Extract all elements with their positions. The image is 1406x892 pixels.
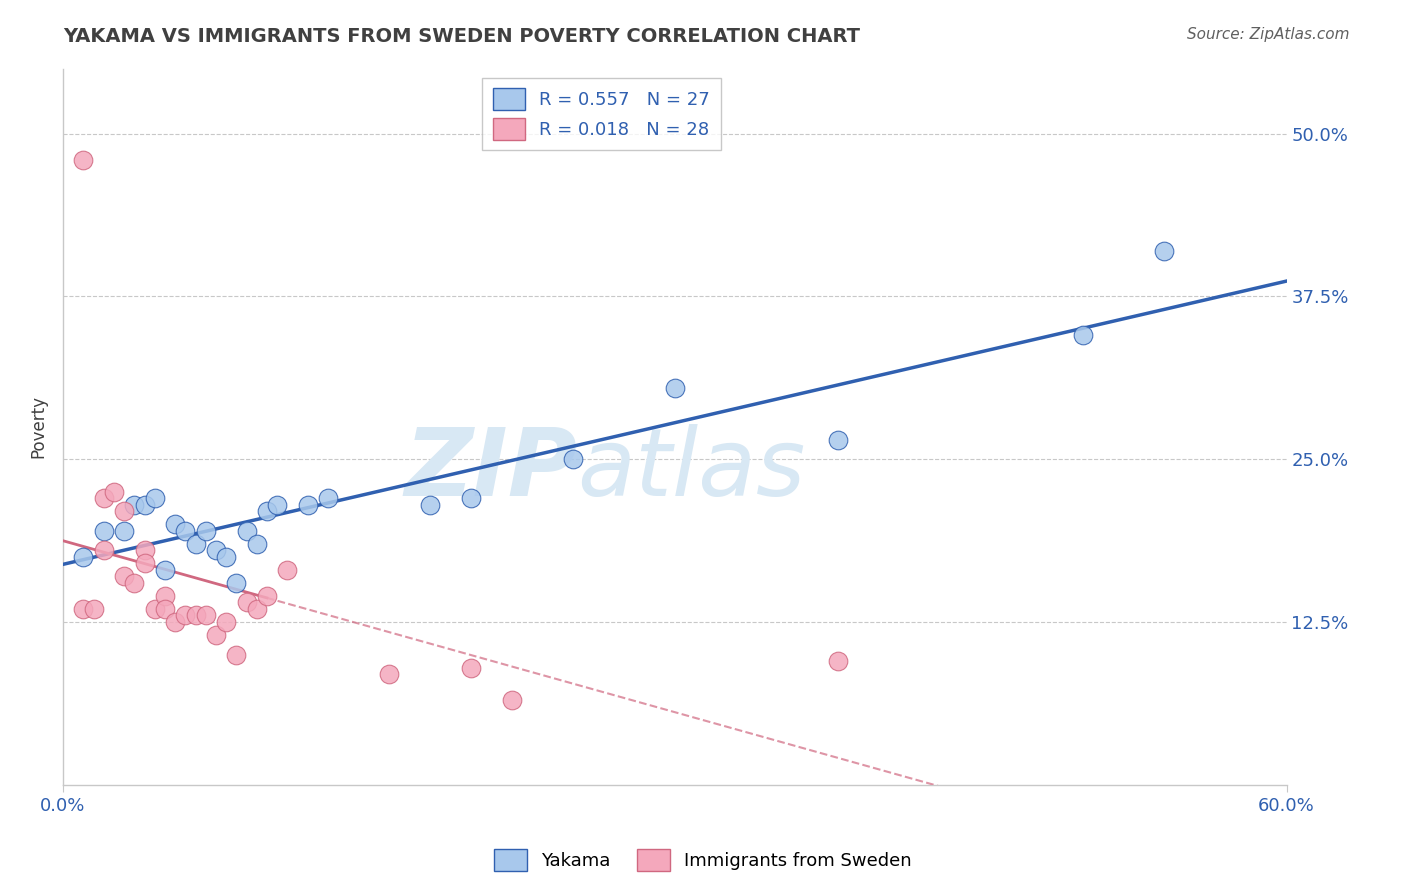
Point <box>460 660 482 674</box>
Point <box>124 498 146 512</box>
Point <box>143 491 166 506</box>
Point <box>103 484 125 499</box>
Point <box>174 608 197 623</box>
Point <box>153 589 176 603</box>
Point <box>93 543 115 558</box>
Point <box>174 524 197 538</box>
Point <box>246 602 269 616</box>
Text: ZIP: ZIP <box>404 424 576 516</box>
Point <box>266 498 288 512</box>
Point <box>112 504 135 518</box>
Point <box>225 575 247 590</box>
Point <box>276 563 298 577</box>
Point <box>153 602 176 616</box>
Point <box>72 602 94 616</box>
Y-axis label: Poverty: Poverty <box>30 395 46 458</box>
Point <box>184 537 207 551</box>
Point <box>256 589 278 603</box>
Point <box>72 549 94 564</box>
Point <box>124 575 146 590</box>
Point <box>246 537 269 551</box>
Point <box>205 628 228 642</box>
Point <box>112 569 135 583</box>
Point <box>134 498 156 512</box>
Point <box>112 524 135 538</box>
Point <box>215 549 238 564</box>
Point <box>827 433 849 447</box>
Legend: Yakama, Immigrants from Sweden: Yakama, Immigrants from Sweden <box>486 842 920 879</box>
Point <box>215 615 238 629</box>
Text: YAKAMA VS IMMIGRANTS FROM SWEDEN POVERTY CORRELATION CHART: YAKAMA VS IMMIGRANTS FROM SWEDEN POVERTY… <box>63 27 860 45</box>
Point <box>93 491 115 506</box>
Point <box>235 524 257 538</box>
Point <box>194 524 217 538</box>
Point <box>83 602 105 616</box>
Point <box>143 602 166 616</box>
Point <box>165 517 187 532</box>
Point <box>419 498 441 512</box>
Point <box>297 498 319 512</box>
Text: Source: ZipAtlas.com: Source: ZipAtlas.com <box>1187 27 1350 42</box>
Legend: R = 0.557   N = 27, R = 0.018   N = 28: R = 0.557 N = 27, R = 0.018 N = 28 <box>482 78 721 151</box>
Point <box>1071 328 1094 343</box>
Point <box>93 524 115 538</box>
Point <box>165 615 187 629</box>
Point <box>664 380 686 394</box>
Text: atlas: atlas <box>576 424 806 515</box>
Point <box>561 452 583 467</box>
Point <box>134 557 156 571</box>
Point <box>225 648 247 662</box>
Point <box>256 504 278 518</box>
Point <box>501 693 523 707</box>
Point <box>235 595 257 609</box>
Point <box>153 563 176 577</box>
Point <box>72 153 94 167</box>
Point <box>316 491 339 506</box>
Point <box>134 543 156 558</box>
Point <box>1153 244 1175 258</box>
Point <box>460 491 482 506</box>
Point <box>184 608 207 623</box>
Point <box>827 654 849 668</box>
Point <box>194 608 217 623</box>
Point <box>378 667 401 681</box>
Point <box>205 543 228 558</box>
